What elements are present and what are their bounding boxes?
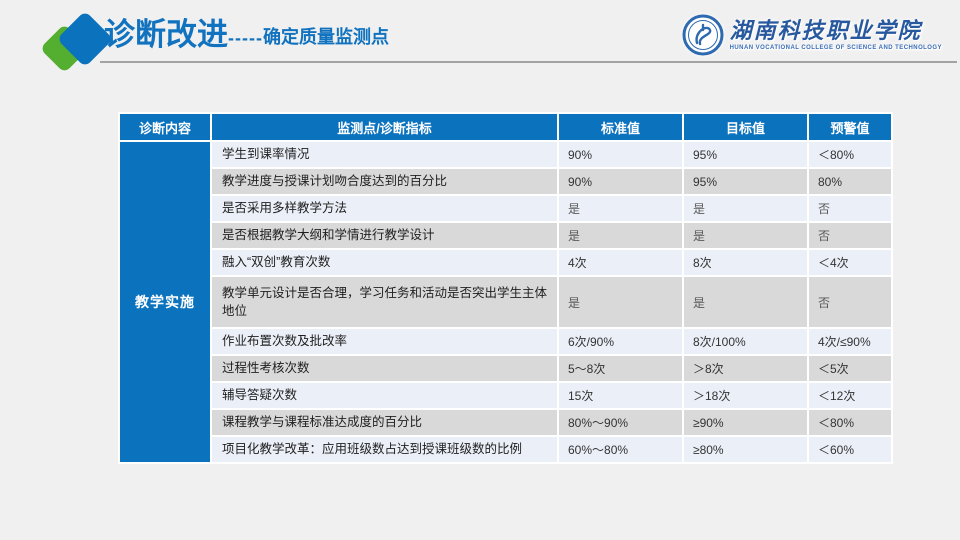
college-name-cn: 湖南科技职业学院 <box>729 17 922 43</box>
standard-cell: 6次/90% <box>559 329 682 354</box>
table-row: 融入“双创”教育次数 4次 8次 ＜4次 <box>120 250 891 275</box>
warning-cell: 否 <box>809 277 891 327</box>
warning-cell: 80% <box>809 169 891 194</box>
college-emblem-icon <box>682 14 724 56</box>
table-row: 辅导答疑次数 15次 ＞18次 ＜12次 <box>120 383 891 408</box>
standard-cell: 15次 <box>559 383 682 408</box>
warning-cell: 否 <box>809 223 891 248</box>
indicator-cell: 融入“双创”教育次数 <box>212 250 557 275</box>
warning-cell: ＜5次 <box>809 356 891 381</box>
warning-cell: 4次/≤90% <box>809 329 891 354</box>
page-subtitle: 确定质量监测点 <box>262 27 389 48</box>
header-standard-value: 标准值 <box>559 114 682 140</box>
indicator-cell: 项目化教学改革：应用班级数占达到授课班级数的比例 <box>212 437 557 462</box>
target-cell: ＞18次 <box>684 383 807 408</box>
header-divider <box>100 61 957 63</box>
target-cell: 8次 <box>684 250 807 275</box>
warning-cell: ＜4次 <box>809 250 891 275</box>
header-monitor-indicator: 监测点/诊断指标 <box>212 114 557 140</box>
title-group: 诊断改进 ----- 确定质量监测点 <box>104 17 389 52</box>
target-cell: 8次/100% <box>684 329 807 354</box>
standard-cell: 4次 <box>559 250 682 275</box>
indicator-cell: 作业布置次数及批改率 <box>212 329 557 354</box>
header-target-value: 目标值 <box>684 114 807 140</box>
title-dashes: ----- <box>228 28 263 49</box>
table-row: 作业布置次数及批改率 6次/90% 8次/100% 4次/≤90% <box>120 329 891 354</box>
college-logo-text: 湖南科技职业学院 HUNAN VOCATIONAL COLLEGE OF SCI… <box>729 17 942 51</box>
warning-cell: ＜12次 <box>809 383 891 408</box>
indicator-cell: 是否根据教学大纲和学情进行教学设计 <box>212 223 557 248</box>
indicator-cell: 是否采用多样教学方法 <box>212 196 557 221</box>
table-row: 过程性考核次数 5～8次 ＞8次 ＜5次 <box>120 356 891 381</box>
target-cell: ≥90% <box>684 410 807 435</box>
standard-cell: 5～8次 <box>559 356 682 381</box>
target-cell: 是 <box>684 277 807 327</box>
page-title: 诊断改进 <box>104 17 228 52</box>
indicator-cell: 过程性考核次数 <box>212 356 557 381</box>
indicator-cell: 课程教学与课程标准达成度的百分比 <box>212 410 557 435</box>
indicator-cell: 学生到课率情况 <box>212 142 557 167</box>
target-cell: 是 <box>684 223 807 248</box>
table-row: 项目化教学改革：应用班级数占达到授课班级数的比例 60%～80% ≥80% ＜6… <box>120 437 891 462</box>
target-cell: 是 <box>684 196 807 221</box>
warning-cell: ＜80% <box>809 142 891 167</box>
table-row: 是否根据教学大纲和学情进行教学设计 是 是 否 <box>120 223 891 248</box>
standard-cell: 是 <box>559 223 682 248</box>
target-cell: 95% <box>684 142 807 167</box>
indicator-cell: 教学单元设计是否合理，学习任务和活动是否突出学生主体地位 <box>212 277 557 327</box>
table-row: 教学进度与授课计划吻合度达到的百分比 90% 95% 80% <box>120 169 891 194</box>
indicator-cell: 教学进度与授课计划吻合度达到的百分比 <box>212 169 557 194</box>
table-row: 是否采用多样教学方法 是 是 否 <box>120 196 891 221</box>
quality-monitor-table: 诊断内容 监测点/诊断指标 标准值 目标值 预警值 教学实施 学生到课率情况 9… <box>118 112 893 464</box>
indicator-cell: 辅导答疑次数 <box>212 383 557 408</box>
table-row: 教学单元设计是否合理，学习任务和活动是否突出学生主体地位 是 是 否 <box>120 277 891 327</box>
slide-header: 诊断改进 ----- 确定质量监测点 湖南科技职业学院 HUNAN VOCATION… <box>0 0 960 90</box>
category-cell: 教学实施 <box>120 142 210 462</box>
standard-cell: 是 <box>559 277 682 327</box>
table-header-row: 诊断内容 监测点/诊断指标 标准值 目标值 预警值 <box>120 114 891 140</box>
table-row: 课程教学与课程标准达成度的百分比 80%～90% ≥90% ＜80% <box>120 410 891 435</box>
header-warning-value: 预警值 <box>809 114 891 140</box>
table-row: 教学实施 学生到课率情况 90% 95% ＜80% <box>120 142 891 462</box>
header-diagnosis-content: 诊断内容 <box>120 114 210 140</box>
standard-cell: 60%～80% <box>559 437 682 462</box>
quality-monitor-table-wrap: 诊断内容 监测点/诊断指标 标准值 目标值 预警值 教学实施 学生到课率情况 9… <box>118 112 893 464</box>
standard-cell: 80%～90% <box>559 410 682 435</box>
target-cell: ≥80% <box>684 437 807 462</box>
college-logo: 湖南科技职业学院 HUNAN VOCATIONAL COLLEGE OF SCI… <box>682 14 942 56</box>
college-name-en: HUNAN VOCATIONAL COLLEGE OF SCIENCE AND … <box>729 44 942 51</box>
target-cell: ＞8次 <box>684 356 807 381</box>
standard-cell: 是 <box>559 196 682 221</box>
standard-cell: 90% <box>559 169 682 194</box>
standard-cell: 90% <box>559 142 682 167</box>
warning-cell: ＜60% <box>809 437 891 462</box>
target-cell: 95% <box>684 169 807 194</box>
warning-cell: 否 <box>809 196 891 221</box>
warning-cell: ＜80% <box>809 410 891 435</box>
